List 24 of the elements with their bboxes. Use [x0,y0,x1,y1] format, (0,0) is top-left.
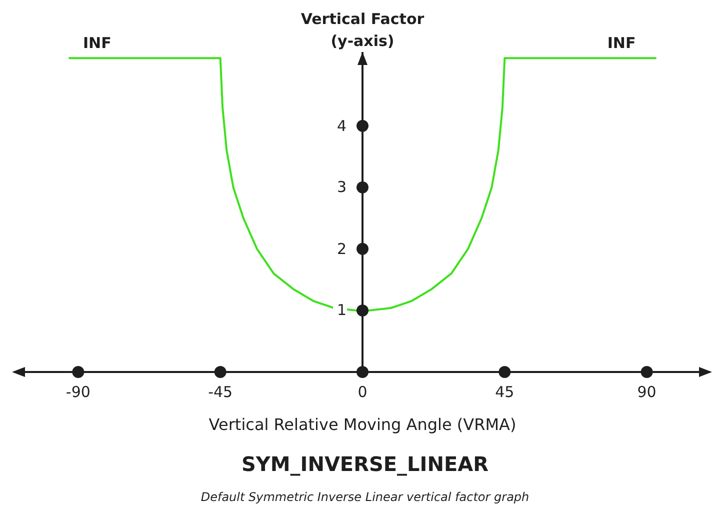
y-tick-label: 2 [332,238,346,259]
x-tick-label: -90 [66,383,90,401]
x-tick-label: -45 [208,383,233,401]
point [356,120,368,132]
text: Default Symmetric Inverse Linear vertical factor graph [200,490,530,504]
point [356,366,368,378]
point [356,181,368,194]
x-axis-title: Vertical Relative Moving Angle (VRMA) [208,415,516,434]
x-tick-label: 90 [637,383,656,401]
y-axis-title: Vertical Factor (y-axis) [300,10,425,50]
point [356,242,368,255]
annotation: INF [607,34,636,52]
point [640,366,653,378]
y-tick-label: 1 [332,300,346,320]
y-tick-label: 3 [332,177,346,198]
point [214,366,226,378]
text: SYM_INVERSE_LINEAR [240,452,490,476]
x-tick-label: 0 [358,383,368,401]
annotation: INF [82,34,112,52]
point [356,304,368,316]
point [72,366,84,378]
point [498,366,511,378]
y-tick-label: 4 [332,116,346,136]
x-tick-label: 45 [495,383,514,401]
